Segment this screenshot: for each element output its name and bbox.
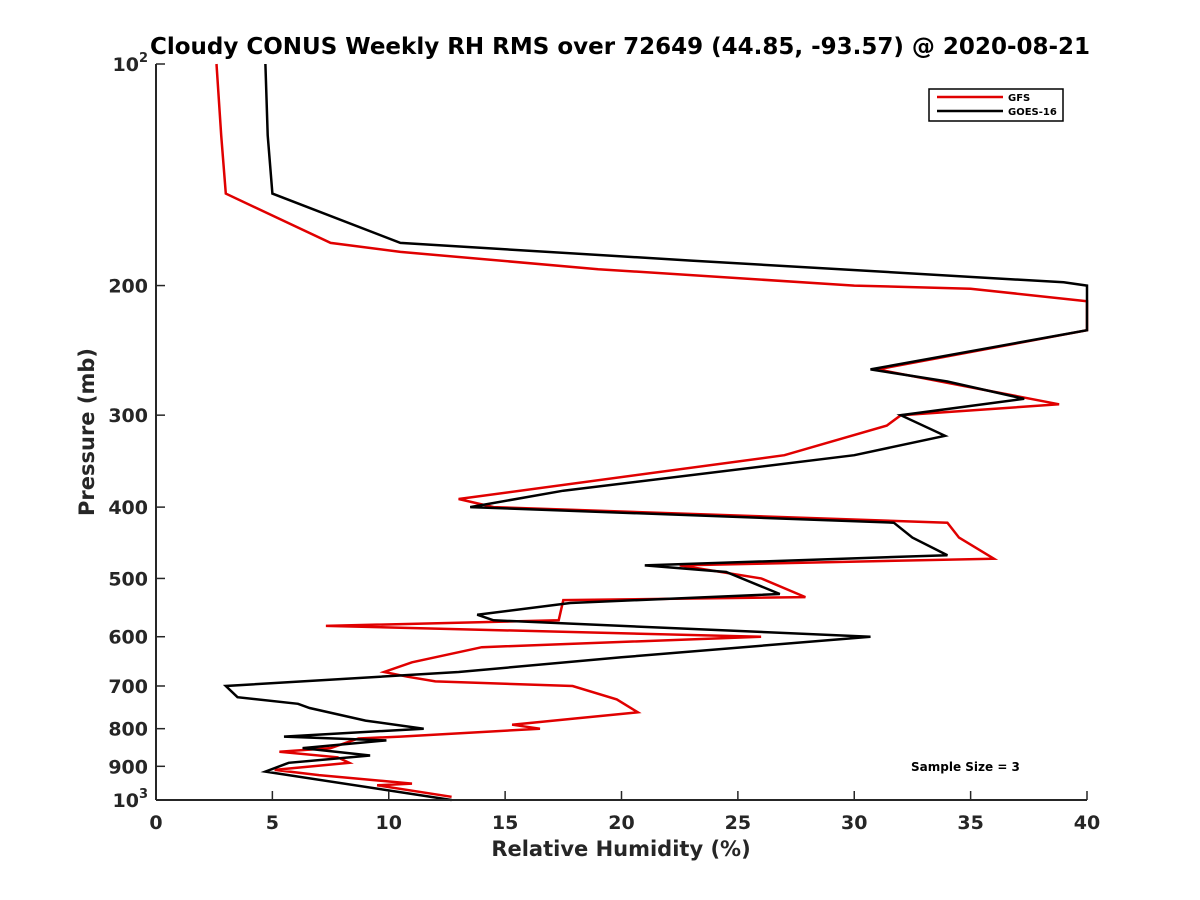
y-tick-label: 500 bbox=[108, 568, 148, 590]
legend-label-gfs: GFS bbox=[1008, 93, 1030, 104]
y-tick-label-base: 700 bbox=[108, 676, 148, 698]
y-tick-label-base: 800 bbox=[108, 719, 148, 741]
y-tick-label: 400 bbox=[108, 497, 148, 519]
y-tick-label-base: 400 bbox=[108, 497, 148, 519]
legend-box bbox=[928, 88, 1064, 122]
y-tick-label: 102 bbox=[113, 51, 149, 76]
y-tick-label: 700 bbox=[108, 676, 148, 698]
y-tick-label: 200 bbox=[108, 276, 148, 298]
x-tick-label: 35 bbox=[957, 812, 983, 834]
y-tick-label-base: 500 bbox=[108, 568, 148, 590]
x-tick-label: 10 bbox=[376, 812, 402, 834]
sample-size-annotation: Sample Size = 3 bbox=[911, 760, 1020, 774]
y-tick-label-exponent: 2 bbox=[139, 51, 148, 66]
y-tick-label-base: 600 bbox=[108, 627, 148, 649]
y-tick-label: 103 bbox=[113, 787, 149, 812]
y-tick-label: 800 bbox=[108, 719, 148, 741]
x-tick-label: 15 bbox=[492, 812, 518, 834]
x-axis-label: Relative Humidity (%) bbox=[491, 837, 750, 861]
y-tick-label-base: 10 bbox=[113, 54, 139, 76]
x-tick-label: 0 bbox=[149, 812, 162, 834]
y-tick-label: 900 bbox=[108, 756, 148, 778]
x-tick-label: 20 bbox=[608, 812, 634, 834]
y-tick-label: 600 bbox=[108, 627, 148, 649]
x-tick-label: 25 bbox=[725, 812, 751, 834]
x-tick-label: 40 bbox=[1074, 812, 1100, 834]
series-layer bbox=[215, 63, 1089, 802]
plot-area: 0 5 10 15 20 25 30 35 40 10220030040050060070080… bbox=[108, 51, 1100, 834]
y-tick-label-base: 900 bbox=[108, 756, 148, 778]
x-tick-label: 5 bbox=[266, 812, 279, 834]
legend: GFS GOES-16 bbox=[928, 88, 1064, 122]
y-tick-label-exponent: 3 bbox=[139, 787, 148, 802]
y-tick-label-base: 10 bbox=[113, 790, 139, 812]
x-tick-label: 30 bbox=[841, 812, 867, 834]
y-axis-label: Pressure (mb) bbox=[75, 348, 99, 516]
x-ticks: 0 5 10 15 20 25 30 35 40 bbox=[149, 791, 1100, 834]
y-tick-label: 300 bbox=[108, 405, 148, 427]
y-tick-label-base: 200 bbox=[108, 276, 148, 298]
y-tick-label-base: 300 bbox=[108, 405, 148, 427]
legend-label-goes-16: GOES-16 bbox=[1008, 107, 1057, 118]
series-line-goes-16 bbox=[222, 63, 1089, 802]
chart-title: Cloudy CONUS Weekly RH RMS over 72649 (4… bbox=[150, 34, 1090, 60]
